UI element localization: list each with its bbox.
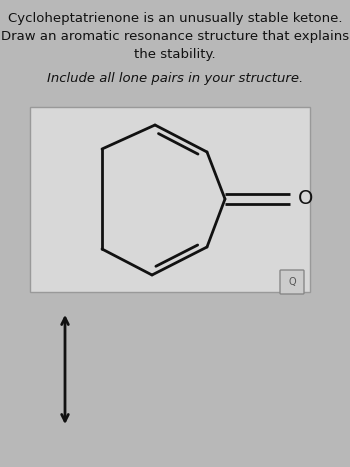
Text: Draw an aromatic resonance structure that explains: Draw an aromatic resonance structure tha… (1, 30, 349, 43)
Text: Include all lone pairs in your structure.: Include all lone pairs in your structure… (47, 72, 303, 85)
Text: O: O (298, 190, 313, 208)
Text: the stability.: the stability. (134, 48, 216, 61)
Text: Cycloheptatrienone is an unusually stable ketone.: Cycloheptatrienone is an unusually stabl… (8, 12, 342, 25)
Text: Q: Q (288, 277, 296, 287)
Bar (30, 107, 310, 292)
FancyBboxPatch shape (280, 270, 304, 294)
